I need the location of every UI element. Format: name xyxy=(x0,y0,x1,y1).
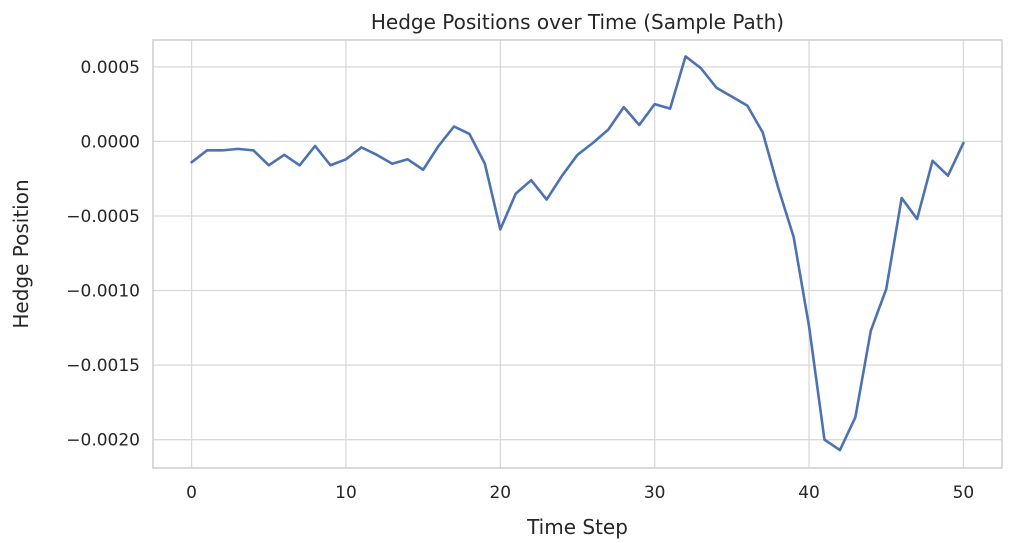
x-tick-label: 40 xyxy=(798,483,820,503)
y-axis-ticks: 0.0005 0.0000 −0.0005 −0.0010 −0.0015 −0.0020 xyxy=(66,58,140,451)
chart-title: Hedge Positions over Time (Sample Path) xyxy=(371,10,784,34)
x-tick-label: 10 xyxy=(335,483,357,503)
y-tick-label: −0.0010 xyxy=(66,282,140,302)
y-tick-label: −0.0020 xyxy=(66,431,140,451)
gridlines xyxy=(153,40,1002,468)
x-axis-ticks: 0 10 20 30 40 50 xyxy=(186,483,974,503)
y-tick-label: 0.0000 xyxy=(81,132,140,152)
y-axis-label: Hedge Position xyxy=(9,179,33,328)
x-tick-label: 30 xyxy=(644,483,666,503)
x-tick-label: 20 xyxy=(489,483,511,503)
x-tick-label: 0 xyxy=(186,483,197,503)
series-layer xyxy=(190,55,965,452)
series-line xyxy=(190,55,965,452)
x-tick-label: 50 xyxy=(953,483,975,503)
y-tick-label: −0.0015 xyxy=(66,356,140,376)
plot-area-frame xyxy=(152,39,1003,469)
y-tick-label: 0.0005 xyxy=(81,58,140,78)
x-axis-label: Time Step xyxy=(526,515,628,539)
y-tick-label: −0.0005 xyxy=(66,207,140,227)
